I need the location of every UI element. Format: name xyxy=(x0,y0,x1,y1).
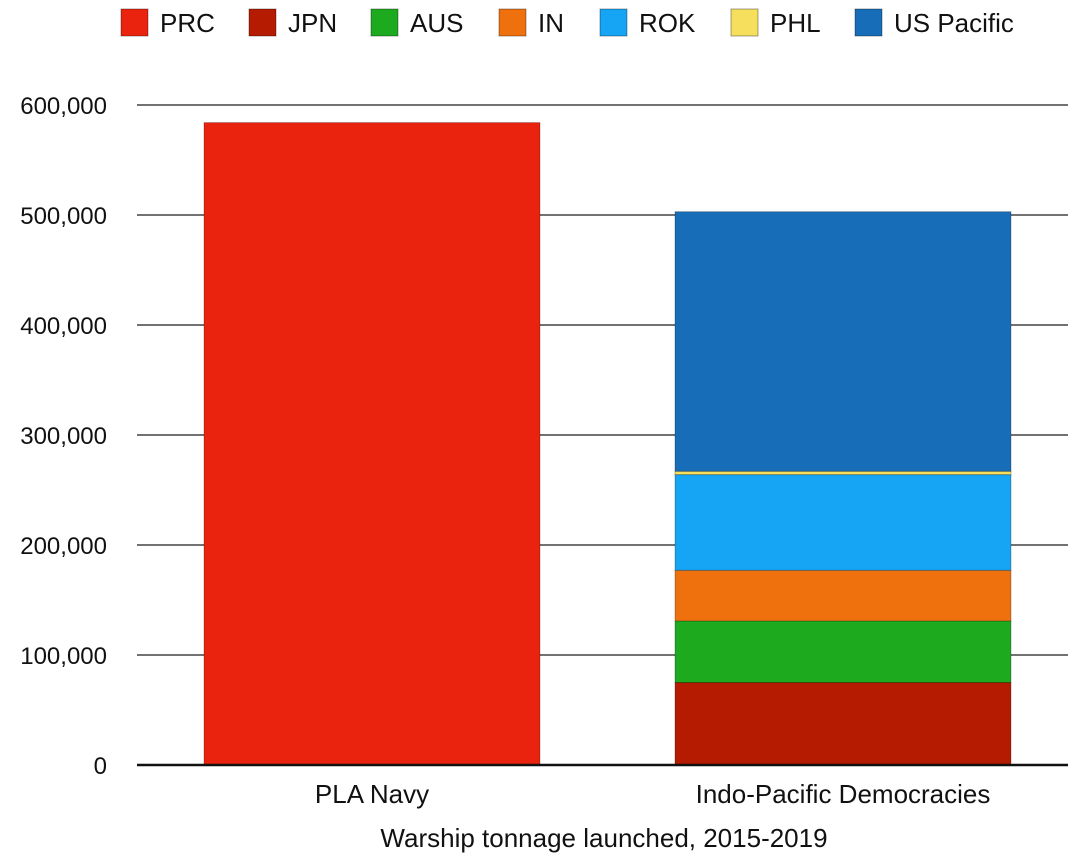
legend-label: IN xyxy=(538,8,564,38)
x-axis-title: Warship tonnage launched, 2015-2019 xyxy=(380,823,827,853)
legend-swatch xyxy=(120,8,149,37)
x-category-label: PLA Navy xyxy=(315,779,429,809)
chart-legend: PRC JPN AUS IN ROK PHL US Pacific xyxy=(120,8,1014,38)
bar-segment-rok xyxy=(674,474,1012,571)
bars xyxy=(203,122,1012,766)
legend-swatch xyxy=(498,8,527,37)
y-tick-label: 200,000 xyxy=(20,533,107,560)
x-axis-category-labels: PLA Navy Indo-Pacific Democracies xyxy=(315,779,990,809)
legend-label: ROK xyxy=(639,8,696,38)
legend-label: JPN xyxy=(288,8,337,38)
legend-label: US Pacific xyxy=(894,8,1014,38)
legend-swatch xyxy=(248,8,277,37)
y-axis-tick-labels: 0 100,000 200,000 300,000 400,000 500,000 600,… xyxy=(20,93,107,780)
y-tick-label: 300,000 xyxy=(20,423,107,450)
y-tick-label: 500,000 xyxy=(20,203,107,230)
bar-segment-in xyxy=(674,569,1012,622)
bar-segment-aus xyxy=(674,620,1012,684)
legend-label: PHL xyxy=(770,8,821,38)
bar-segment-jpn xyxy=(674,682,1012,766)
x-category-label: Indo-Pacific Democracies xyxy=(696,779,991,809)
bar-segment-prc xyxy=(203,122,541,766)
legend-swatch xyxy=(730,8,759,37)
y-tick-label: 0 xyxy=(94,753,107,780)
y-tick-label: 600,000 xyxy=(20,93,107,120)
legend-swatch xyxy=(370,8,399,37)
y-tick-label: 400,000 xyxy=(20,313,107,340)
legend-swatch xyxy=(854,8,883,37)
legend-label: AUS xyxy=(410,8,463,38)
y-tick-label: 100,000 xyxy=(20,643,107,670)
legend-label: PRC xyxy=(160,8,215,38)
bar-segment-us-pacific xyxy=(674,211,1012,472)
legend-swatch xyxy=(599,8,628,37)
